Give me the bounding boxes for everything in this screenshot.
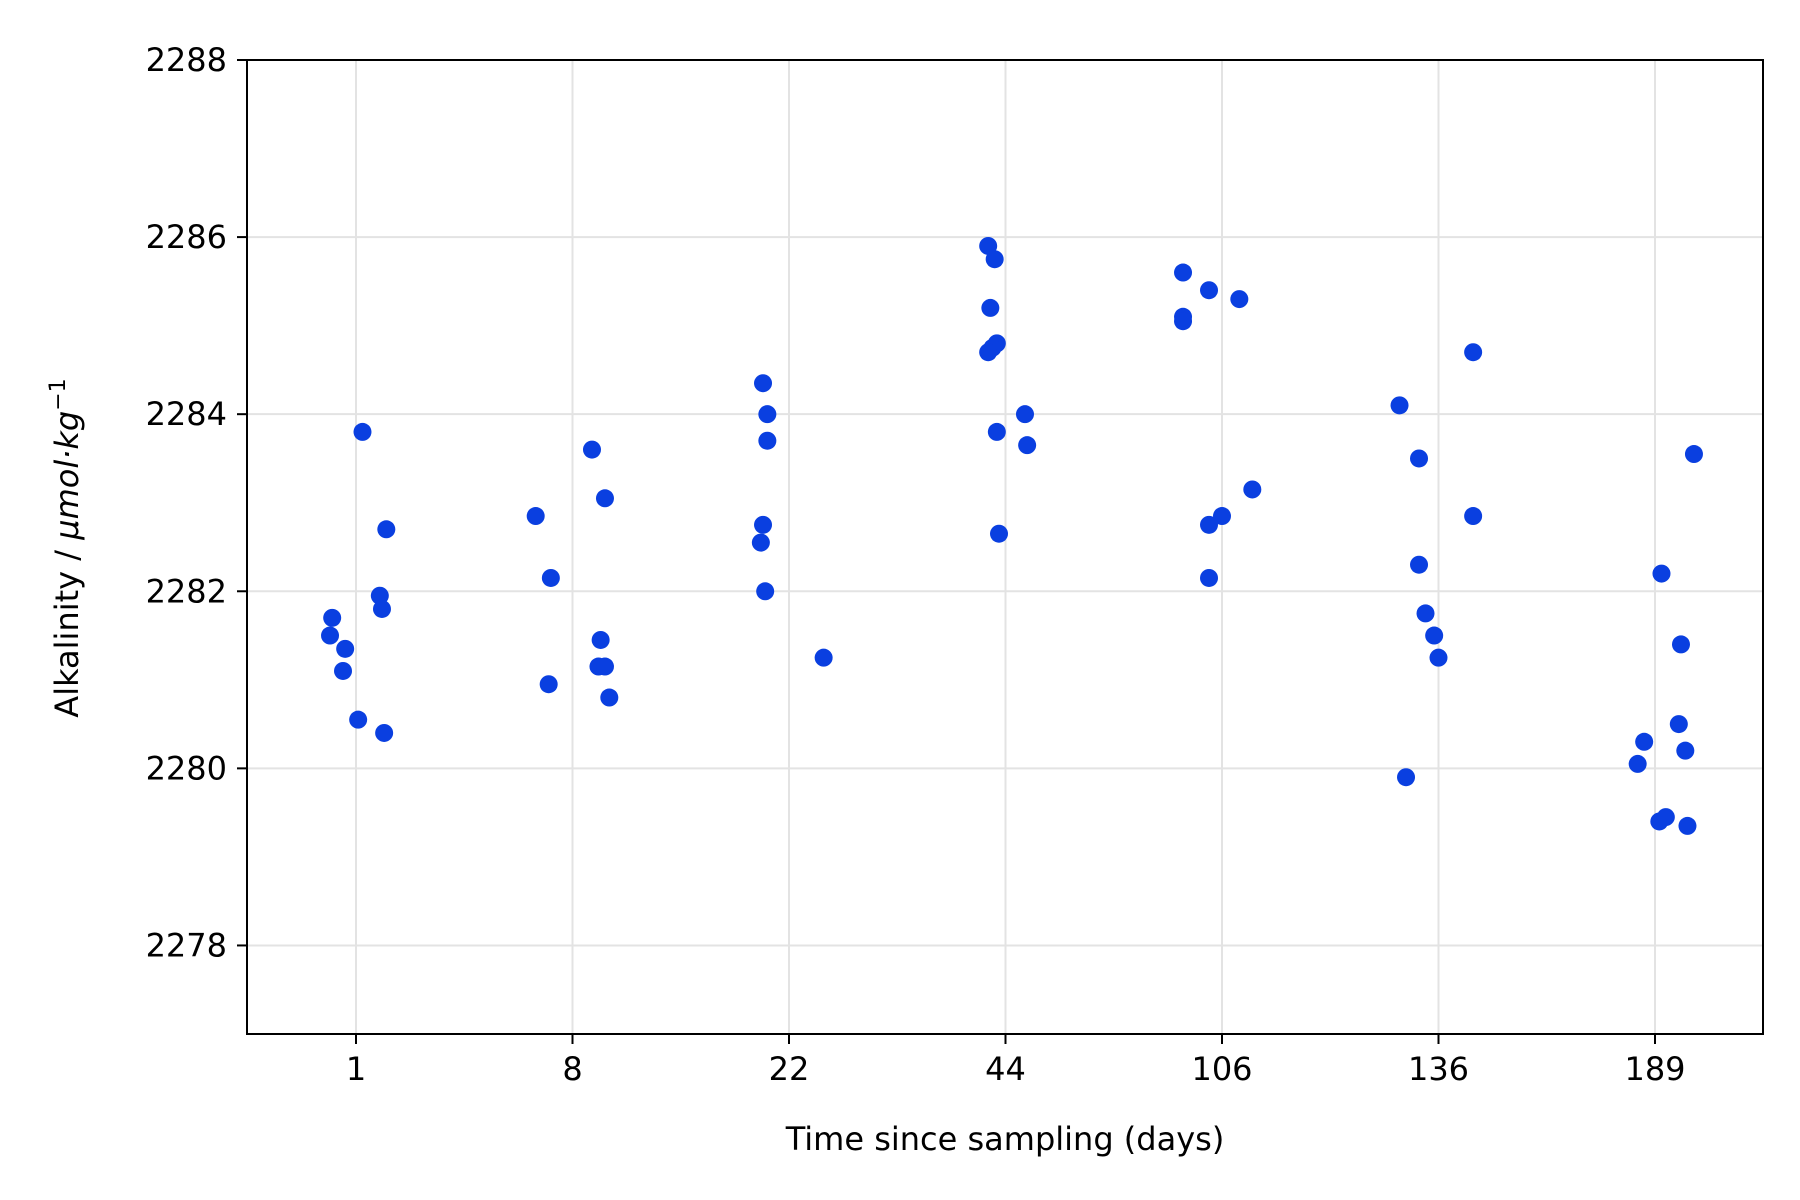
y-tick-label: 2282 xyxy=(146,572,227,610)
data-point xyxy=(1397,768,1416,787)
data-point xyxy=(981,298,1000,317)
data-point xyxy=(349,710,368,729)
data-point xyxy=(1676,741,1695,760)
data-point xyxy=(321,626,340,645)
x-tick-label: 136 xyxy=(1408,1050,1469,1088)
data-point xyxy=(1464,507,1483,526)
data-point xyxy=(758,431,777,450)
data-point xyxy=(1464,343,1483,362)
y-tick-label: 2278 xyxy=(146,926,227,964)
data-point xyxy=(1390,396,1409,415)
data-point xyxy=(1174,263,1193,282)
data-point xyxy=(1410,449,1429,468)
data-point xyxy=(1678,816,1697,835)
data-point xyxy=(1174,312,1193,331)
data-point xyxy=(1656,808,1675,827)
x-tick-label: 44 xyxy=(985,1050,1026,1088)
data-point xyxy=(1015,405,1034,424)
data-point xyxy=(979,343,998,362)
data-point xyxy=(1200,568,1219,587)
y-axis-label-text: Alkalinity / xyxy=(48,540,86,718)
data-point xyxy=(814,648,833,667)
data-point xyxy=(334,661,353,680)
x-axis-label: Time since sampling (days) xyxy=(785,1120,1225,1158)
y-axis-label: Alkalinity / μmol·kg−1 xyxy=(46,378,86,717)
tick-marks xyxy=(237,59,1656,1044)
data-point xyxy=(1018,436,1037,455)
y-axis-label-unit: μmol·kg xyxy=(48,411,86,541)
data-point xyxy=(987,422,1006,441)
data-point xyxy=(754,374,773,393)
data-point xyxy=(979,236,998,255)
data-point xyxy=(375,723,394,742)
data-point xyxy=(353,422,372,441)
data-point xyxy=(372,599,391,618)
x-tick-label: 106 xyxy=(1191,1050,1252,1088)
data-point xyxy=(1635,732,1654,751)
y-tick-label: 2280 xyxy=(146,749,227,787)
data-point xyxy=(990,524,1009,543)
data-point xyxy=(1230,290,1249,309)
data-point xyxy=(1200,515,1219,534)
data-point xyxy=(539,675,558,694)
data-point xyxy=(336,639,355,658)
data-point xyxy=(582,440,601,459)
x-tick-label: 189 xyxy=(1624,1050,1685,1088)
y-tick-label: 2288 xyxy=(146,41,227,79)
data-points xyxy=(321,236,1703,835)
data-point xyxy=(1628,754,1647,773)
data-point xyxy=(1243,480,1262,499)
data-point xyxy=(751,533,770,552)
x-tick-label: 1 xyxy=(346,1050,366,1088)
y-tick-label: 2286 xyxy=(146,218,227,256)
data-point xyxy=(1429,648,1448,667)
data-point xyxy=(591,630,610,649)
data-point xyxy=(370,586,389,605)
x-tick-label: 8 xyxy=(562,1050,582,1088)
x-tick-label: 22 xyxy=(769,1050,810,1088)
data-point xyxy=(1669,715,1688,734)
data-point xyxy=(758,405,777,424)
data-point xyxy=(595,657,614,676)
data-point xyxy=(1200,281,1219,300)
data-point xyxy=(600,688,619,707)
data-point xyxy=(1652,564,1671,583)
data-point xyxy=(756,582,775,601)
data-point xyxy=(1416,604,1435,623)
data-point xyxy=(1410,555,1429,574)
data-point xyxy=(985,250,1004,269)
data-point xyxy=(541,568,560,587)
data-point xyxy=(1671,635,1690,654)
y-tick-label: 2284 xyxy=(146,395,227,433)
y-axis-label-exponent: −1 xyxy=(46,378,71,410)
data-point xyxy=(323,608,342,627)
data-point xyxy=(754,515,773,534)
data-point xyxy=(595,489,614,508)
data-point xyxy=(1684,445,1703,464)
data-point xyxy=(526,507,545,526)
tick-labels: 2278 2280 2282 2284 2286 2288 1 8 22 44 106 136 189 xyxy=(146,41,1686,1088)
data-point xyxy=(1425,626,1444,645)
data-point xyxy=(377,520,396,539)
data-point xyxy=(1213,507,1231,526)
